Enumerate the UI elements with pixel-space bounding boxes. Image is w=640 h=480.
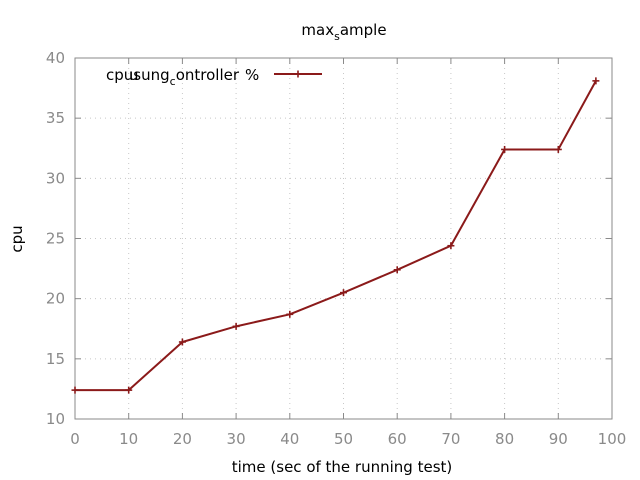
x-tick-label: 30	[227, 430, 246, 448]
legend-label-part1: cpu	[106, 66, 133, 84]
data-point-marker	[340, 289, 347, 297]
chart-title-base: max	[301, 21, 334, 39]
x-tick-label: 70	[441, 430, 460, 448]
x-tick-label: 90	[549, 430, 568, 448]
chart-title: maxsample	[301, 21, 386, 43]
legend-marker-plus	[294, 70, 302, 78]
legend-marker	[294, 70, 302, 78]
y-tick-label: 10	[46, 410, 65, 428]
y-axis-label: cpu	[8, 225, 26, 252]
data-point-marker	[501, 145, 509, 153]
legend: cpusungcontroller u %	[106, 66, 322, 88]
x-tick-label: 60	[388, 430, 407, 448]
y-tick-label: 30	[46, 169, 65, 187]
data-point-marker	[554, 145, 562, 153]
chart-title-sub: s	[334, 30, 340, 43]
legend-overstrike-2: %	[245, 66, 259, 84]
legend-overstrike-1: u	[129, 66, 139, 84]
x-tick-label: 20	[173, 430, 192, 448]
legend-label-part3: ontroller	[176, 66, 240, 84]
data-point-marker	[592, 77, 600, 85]
x-tick-label: 50	[334, 430, 353, 448]
x-tick-label: 0	[70, 430, 80, 448]
y-tick-label: 20	[46, 290, 65, 308]
axis-ticks: 0 10 20 30 40 50 60 70 80 90 100 10 15 20 25 30 35 40	[46, 49, 626, 448]
grid-lines	[75, 58, 612, 419]
legend-label-sub: c	[170, 75, 176, 88]
y-tick-label: 25	[46, 230, 65, 248]
x-axis-label: time (sec of the running test)	[232, 458, 453, 476]
x-tick-label: 40	[280, 430, 299, 448]
x-tick-label: 80	[495, 430, 514, 448]
data-point-marker	[286, 310, 294, 318]
legend-label: cpusungcontroller	[106, 66, 240, 88]
y-tick-label: 40	[46, 49, 65, 67]
y-tick-label: 15	[46, 350, 65, 368]
data-point-marker	[232, 322, 240, 330]
data-point-marker	[393, 266, 401, 274]
data-point-marker	[447, 242, 455, 250]
x-tick-label: 100	[598, 430, 627, 448]
series-line	[75, 80, 597, 392]
chart-title-rest: ample	[340, 21, 387, 39]
y-tick-label: 35	[46, 109, 65, 127]
data-point-marker	[178, 338, 186, 346]
data-point-marker	[71, 386, 79, 394]
legend-label-part2: sung	[133, 66, 169, 84]
series-layer	[71, 77, 600, 394]
x-tick-label: 10	[119, 430, 138, 448]
data-point-marker	[125, 386, 133, 394]
